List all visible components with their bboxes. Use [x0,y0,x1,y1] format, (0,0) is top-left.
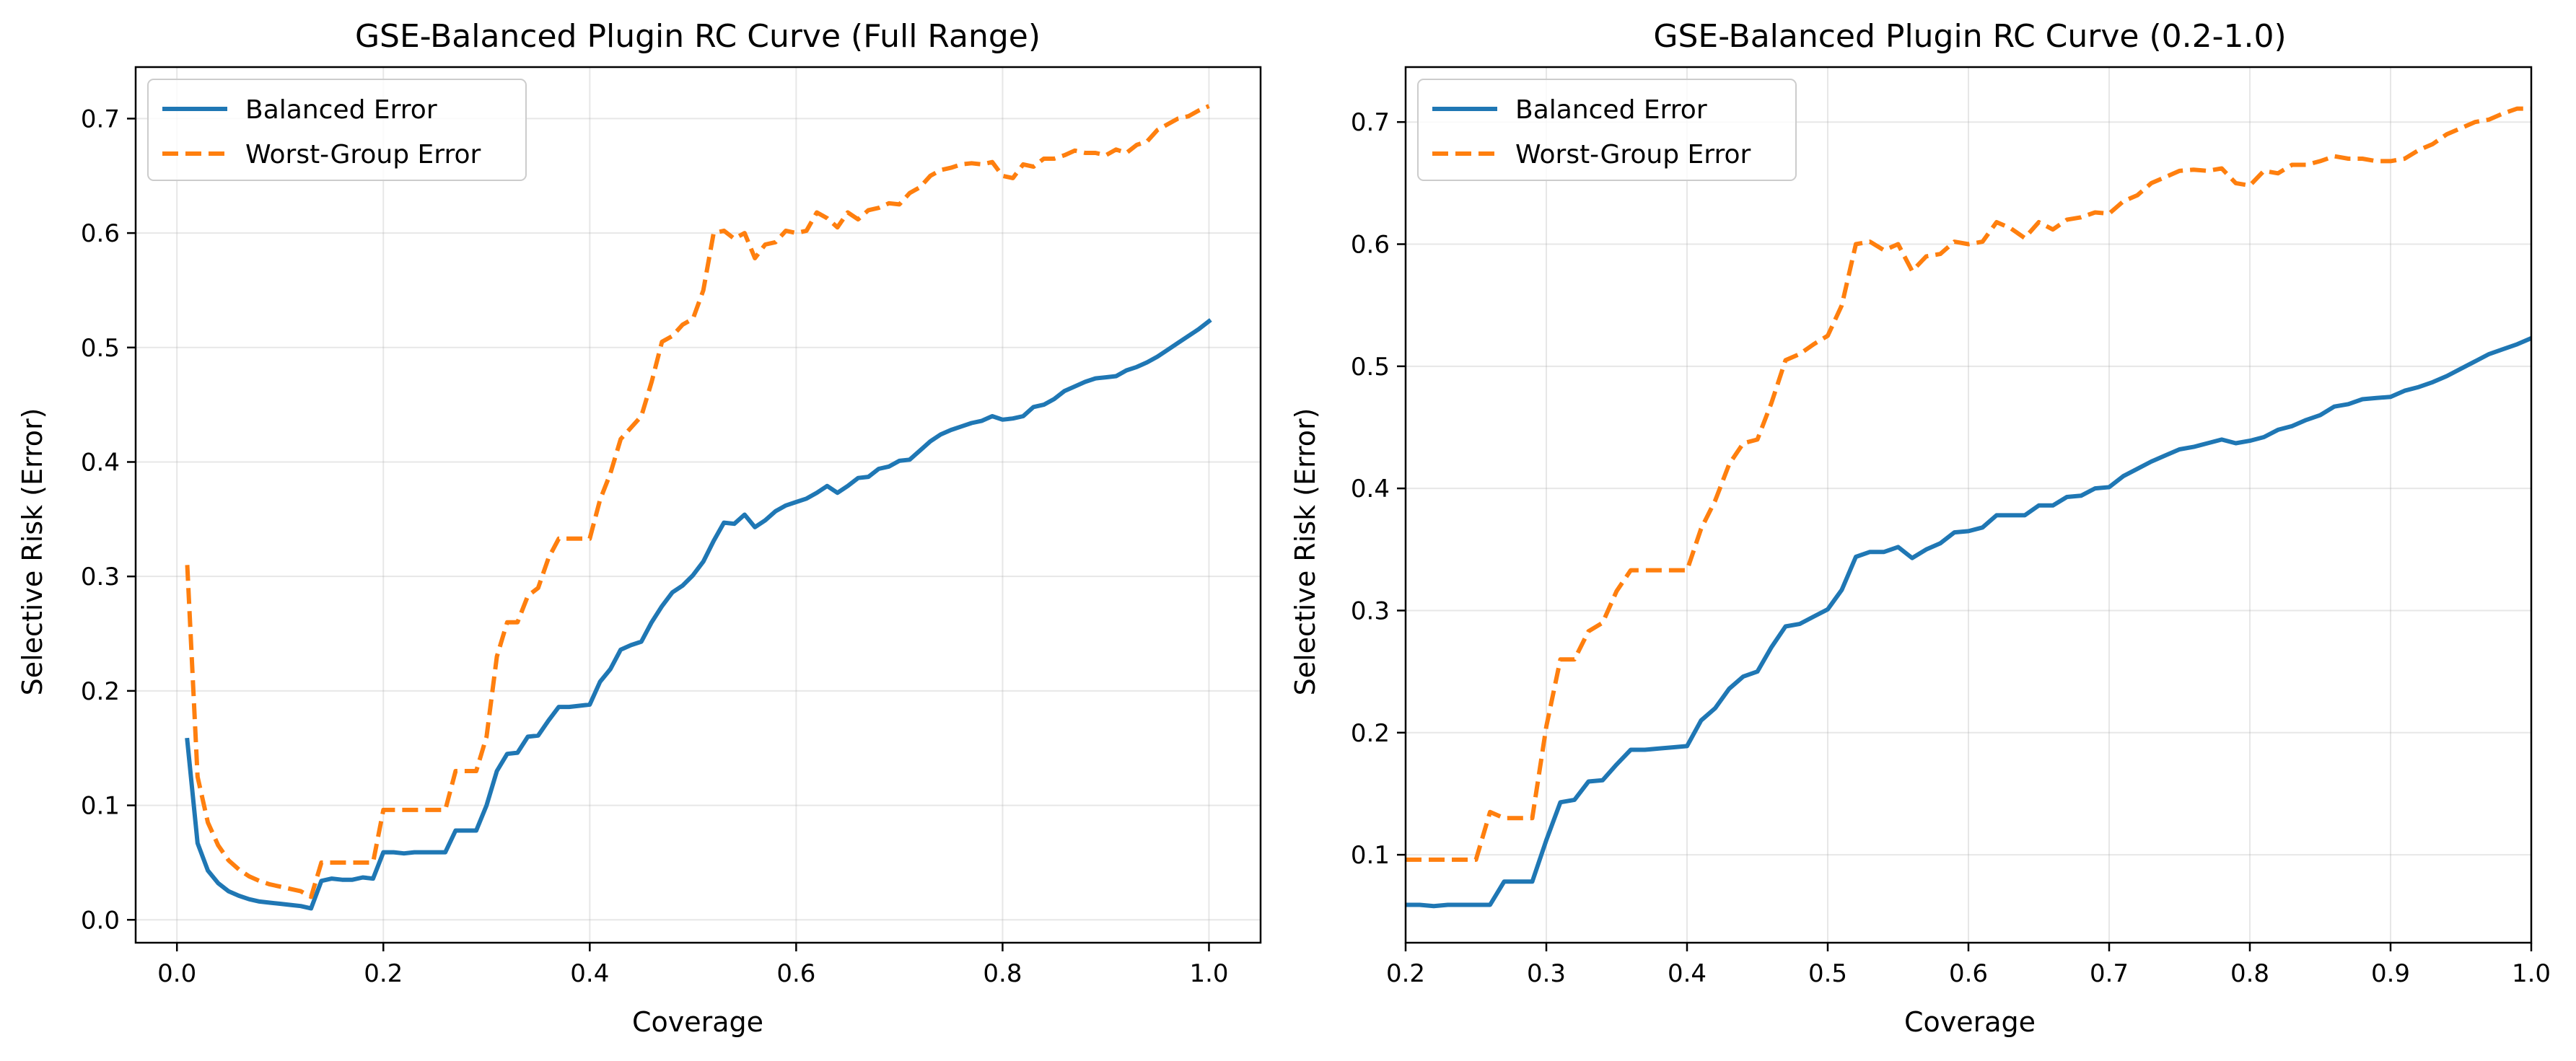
right-chart-x-tick-label: 0.8 [2230,959,2269,988]
right-chart-balanced-error-line [1406,335,2531,909]
left-chart-worst-group-error-line [185,104,1210,899]
right-chart-y-tick-label: 0.2 [1351,719,1390,748]
left-chart-y-tick-label: 0.0 [81,906,120,935]
right-chart-x-axis-label: Coverage [1904,1006,2036,1038]
left-chart-y-tick-label: 0.3 [81,563,120,591]
left-chart-x-axis-label: Coverage [632,1006,763,1038]
right-chart-legend: Balanced Error Worst-Group Error [1417,79,1797,181]
right-chart-y-tick-label: 0.7 [1351,108,1390,137]
left-chart-balanced-error-line [185,318,1212,911]
right-chart-y-tick-label: 0.5 [1351,353,1390,382]
left-chart-x-tick-label: 1.0 [1189,959,1228,988]
right-chart-x-tick-label: 0.7 [2090,959,2129,988]
left-chart-legend-label-worst-group-error: Worst-Group Error [245,140,481,170]
left-chart-plot-frame [134,66,1262,944]
right-chart-x-tick-label: 0.3 [1527,959,1566,988]
left-chart-panel: GSE-Balanced Plugin RC Curve (Full Range… [17,18,1262,1038]
right-chart-y-tick-label: 0.1 [1351,841,1390,870]
right-chart-x-tick-label: 0.2 [1386,959,1425,988]
right-chart-legend-label-balanced-error: Balanced Error [1515,95,1707,125]
right-chart-x-tick-label: 0.5 [1808,959,1847,988]
right-chart-legend-label-worst-group-error: Worst-Group Error [1515,140,1751,170]
right-chart-x-tick-label: 0.9 [2371,959,2410,988]
right-chart-y-axis-label: Selective Risk (Error) [1289,408,1321,696]
right-chart-worst-group-error-line [1406,106,2531,862]
right-chart-legend-box [1417,79,1797,181]
left-chart-y-tick-label: 0.1 [81,792,120,821]
right-chart-y-tick-label: 0.6 [1351,231,1390,260]
left-chart-y-tick-label: 0.5 [81,334,120,363]
left-chart-legend-label-balanced-error: Balanced Error [245,95,437,125]
right-chart-x-tick-label: 1.0 [2512,959,2551,988]
right-chart-x-tick-label: 0.6 [1949,959,1988,988]
right-chart-panel: GSE-Balanced Plugin RC Curve (0.2-1.0) C… [1289,18,2551,1038]
left-chart-x-tick-label: 0.8 [983,959,1022,988]
left-chart-x-tick-label: 0.0 [157,959,196,988]
left-chart-y-tick-label: 0.4 [81,448,120,477]
left-chart-x-tick-label: 0.6 [776,959,815,988]
left-chart-legend: Balanced Error Worst-Group Error [147,79,527,181]
right-chart-y-tick-label: 0.4 [1351,475,1390,503]
left-chart-x-tick-label: 0.4 [570,959,609,988]
right-chart-x-tick-label: 0.4 [1668,959,1707,988]
left-chart-legend-box [147,79,527,181]
left-chart-y-tick-label: 0.2 [81,677,120,706]
left-chart-y-tick-label: 0.7 [81,105,120,133]
left-chart-y-axis-label: Selective Risk (Error) [17,408,48,696]
right-chart-y-tick-label: 0.3 [1351,596,1390,625]
left-chart-title: GSE-Balanced Plugin RC Curve (Full Range… [355,18,1041,55]
right-chart-title: GSE-Balanced Plugin RC Curve (0.2-1.0) [1653,18,2286,55]
left-chart-y-tick-label: 0.6 [81,219,120,248]
left-chart-x-tick-label: 0.2 [364,959,403,988]
